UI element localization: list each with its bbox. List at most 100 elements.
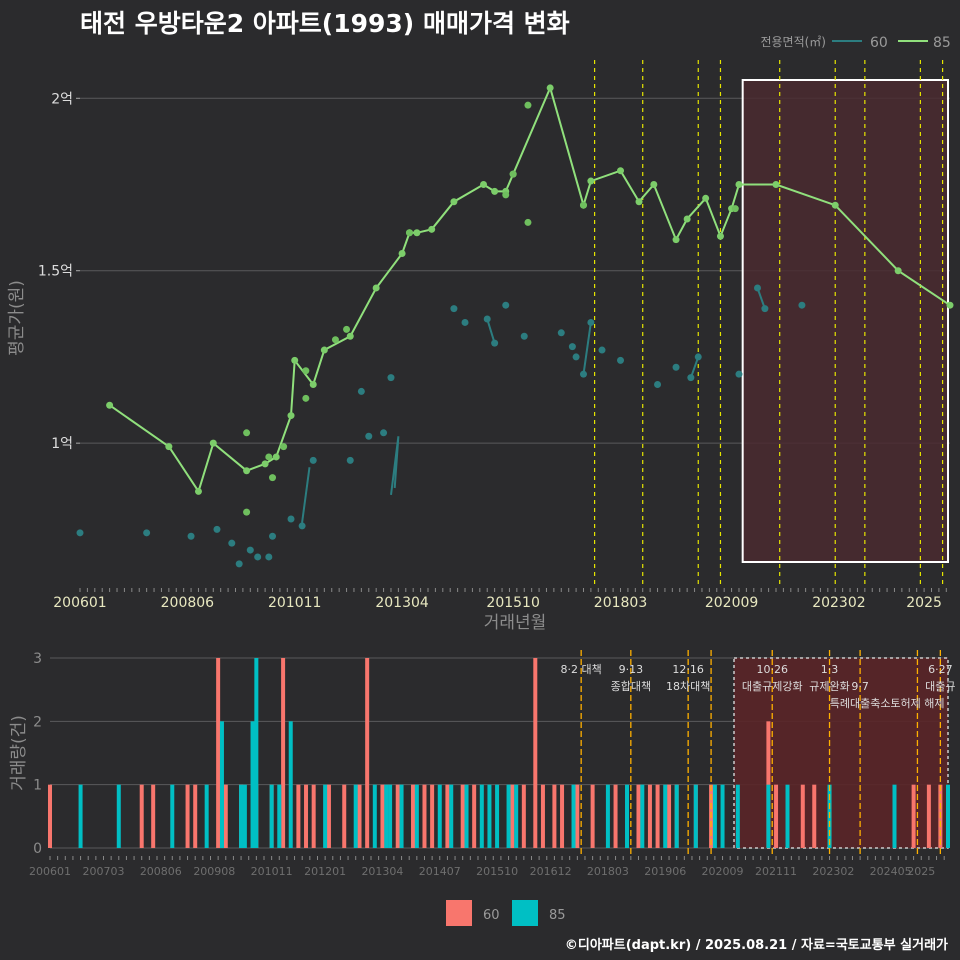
series-85-line: [109, 84, 951, 494]
policy-annotation: 종합대책: [611, 680, 651, 693]
bar-60: [647, 784, 652, 848]
series-85-point: [735, 181, 743, 188]
series-60-point: [587, 318, 595, 326]
series-60-point: [346, 456, 354, 464]
bar-85: [323, 784, 328, 848]
series-85-point: [302, 394, 310, 402]
series-60-point: [235, 560, 243, 568]
series-60-point: [387, 374, 395, 382]
bar-60: [430, 784, 435, 848]
bar-60: [357, 784, 362, 848]
x-tick-label: 202009: [705, 595, 758, 611]
bar-85: [449, 784, 454, 848]
bar-85: [663, 784, 668, 848]
bar-x-tick-label: 201510: [476, 865, 518, 878]
series-60-point: [309, 456, 317, 464]
policy-annotation: 9·7: [851, 680, 869, 693]
bar-60: [766, 721, 771, 848]
series-85-point: [309, 381, 317, 389]
bar-60: [800, 784, 805, 848]
series-85-point: [265, 453, 273, 461]
x-tick-label: 201011: [268, 595, 321, 611]
series-85-point: [524, 218, 532, 226]
bar-60: [411, 784, 416, 848]
series-60-point: [298, 522, 306, 530]
policy-annotation: 규제완화: [809, 680, 849, 693]
bar-85: [571, 784, 576, 848]
series-60-point: [269, 532, 277, 540]
bar-x-tick-label: 201407: [419, 865, 461, 878]
bar-x-tick-label: 202405: [870, 865, 912, 878]
policy-annotation: 18차대책: [666, 680, 710, 693]
series-85-point: [731, 205, 739, 213]
series-85-point: [272, 453, 280, 461]
bar-60: [472, 784, 477, 848]
series-60-point: [598, 346, 606, 354]
policy-annotation: 8·2 대책: [561, 663, 602, 676]
series-85-point: [716, 232, 724, 240]
bar-60: [311, 784, 316, 848]
bar-85: [372, 784, 377, 848]
bar-85: [437, 784, 442, 848]
series-85-point: [546, 84, 554, 92]
bar-85: [204, 784, 209, 848]
series-60-line-segment: [486, 318, 496, 344]
bar-x-tick-label: 200908: [193, 865, 235, 878]
series-60-point: [461, 318, 469, 326]
bar-y-tick-label: 1: [33, 778, 42, 794]
bar-60: [552, 784, 557, 848]
series-85-point: [413, 229, 421, 237]
bar-60: [560, 784, 565, 848]
bar-85: [353, 784, 358, 848]
bar-60: [281, 658, 286, 848]
policy-annotation: 10·26: [756, 663, 788, 676]
series-85-point: [243, 429, 251, 437]
x-tick-label: 2025: [906, 595, 942, 611]
series-85-point: [261, 460, 269, 468]
bar-60: [223, 784, 228, 848]
bar-60: [636, 784, 641, 848]
bar-60: [342, 784, 347, 848]
series-85-point: [280, 443, 288, 451]
series-60-line-segment: [301, 467, 311, 523]
policy-annotation: 6·27: [928, 663, 953, 676]
bar-60: [812, 784, 817, 848]
series-60-point: [228, 539, 236, 547]
x-tick-label: 202302: [812, 595, 865, 611]
bar-60: [422, 784, 427, 848]
bar-x-tick-label: 202111: [755, 865, 797, 878]
series-60-point: [483, 315, 491, 323]
series-85-point: [509, 170, 517, 178]
series-85-point: [683, 215, 691, 223]
bar-60: [139, 784, 144, 848]
bar-x-tick-label: 201201: [304, 865, 346, 878]
bar-y-axis-title: 거래량(건): [9, 715, 29, 791]
bar-60: [590, 784, 595, 848]
bar-x-tick-label: 200703: [82, 865, 124, 878]
bar-legend-swatch-85: [512, 900, 538, 926]
series-60-point: [246, 546, 254, 554]
series-85-point: [243, 467, 251, 475]
bar-x-tick-label: 201803: [587, 865, 629, 878]
bar-60: [774, 784, 779, 848]
bar-x-tick-label: 200601: [29, 865, 71, 878]
series-60-point: [654, 381, 662, 389]
bar-60: [540, 784, 545, 848]
series-60-point: [76, 529, 84, 537]
series-85-point: [650, 181, 658, 188]
series-85-point: [587, 177, 595, 185]
series-85-point: [287, 412, 295, 420]
series-85-point: [372, 284, 380, 292]
series-85-point: [343, 325, 351, 333]
policy-annotation: 토허제 해제: [890, 696, 944, 710]
series-85-point: [524, 101, 532, 109]
bar-60: [380, 784, 385, 848]
series-85-point: [209, 439, 217, 447]
bar-85: [414, 784, 419, 848]
series-60-point: [753, 284, 761, 292]
legend-label-60: 60: [870, 35, 888, 51]
y-tick-label: 1억: [51, 436, 73, 452]
bar-60: [926, 784, 931, 848]
bar-85: [720, 784, 725, 848]
